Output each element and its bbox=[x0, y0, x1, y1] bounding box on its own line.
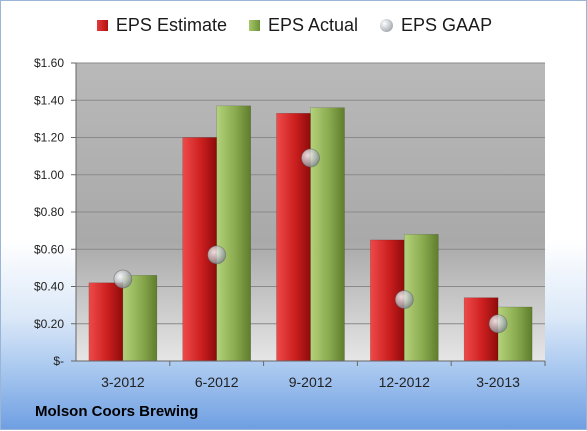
x-axis-categories: 3-2012 6-2012 9-2012 12-2012 3-2013 bbox=[101, 361, 546, 390]
gaap-markers bbox=[113, 148, 508, 334]
gaap-marker bbox=[301, 148, 320, 168]
legend-swatch-actual bbox=[248, 20, 260, 31]
y-tick-label: $0.80 bbox=[34, 205, 64, 219]
y-tick-label: $- bbox=[53, 354, 64, 368]
gaap-marker bbox=[488, 314, 508, 334]
legend-item-gaap: EPS GAAP bbox=[380, 15, 492, 36]
company-name: Molson Coors Brewing bbox=[35, 403, 199, 420]
x-category-label: 12-2012 bbox=[379, 374, 431, 390]
legend-label-estimate: EPS Estimate bbox=[115, 15, 227, 35]
actual-bar bbox=[310, 107, 345, 362]
legend-swatch-estimate bbox=[96, 20, 108, 31]
actual-bar bbox=[122, 275, 158, 362]
legend-item-actual: EPS Actual bbox=[248, 15, 359, 36]
actual-bar bbox=[216, 105, 251, 362]
y-tick-label: $0.20 bbox=[34, 317, 64, 331]
gaap-marker bbox=[113, 269, 133, 289]
gaap-marker bbox=[394, 290, 414, 309]
y-tick-label: $1.00 bbox=[34, 168, 64, 182]
y-tick-label: $1.40 bbox=[34, 93, 64, 107]
legend-label-gaap: EPS GAAP bbox=[401, 15, 493, 35]
actual-bar bbox=[497, 306, 533, 362]
y-tick-label: $1.60 bbox=[34, 56, 64, 70]
legend-swatch-gaap bbox=[380, 19, 394, 32]
x-category-label: 3-2012 bbox=[101, 374, 145, 390]
gaap-marker bbox=[207, 245, 227, 265]
y-tick-label: $0.40 bbox=[34, 280, 64, 294]
legend-label-actual: EPS Actual bbox=[267, 15, 359, 35]
y-tick-label: $0.60 bbox=[34, 242, 64, 256]
y-axis-ticks: $1.60 $1.40 $1.20 $1.00 $0.80 $0.60 $0.40 $0.20… bbox=[34, 56, 545, 368]
x-category-label: 3-2013 bbox=[476, 374, 520, 390]
legend: EPS Estimate EPS Actual EPS GAAP bbox=[1, 15, 587, 36]
legend-item-estimate: EPS Estimate bbox=[96, 15, 227, 36]
estimate-bar bbox=[88, 282, 124, 362]
x-category-label: 9-2012 bbox=[289, 374, 333, 390]
x-category-label: 6-2012 bbox=[195, 374, 239, 390]
y-tick-label: $1.20 bbox=[34, 131, 64, 145]
